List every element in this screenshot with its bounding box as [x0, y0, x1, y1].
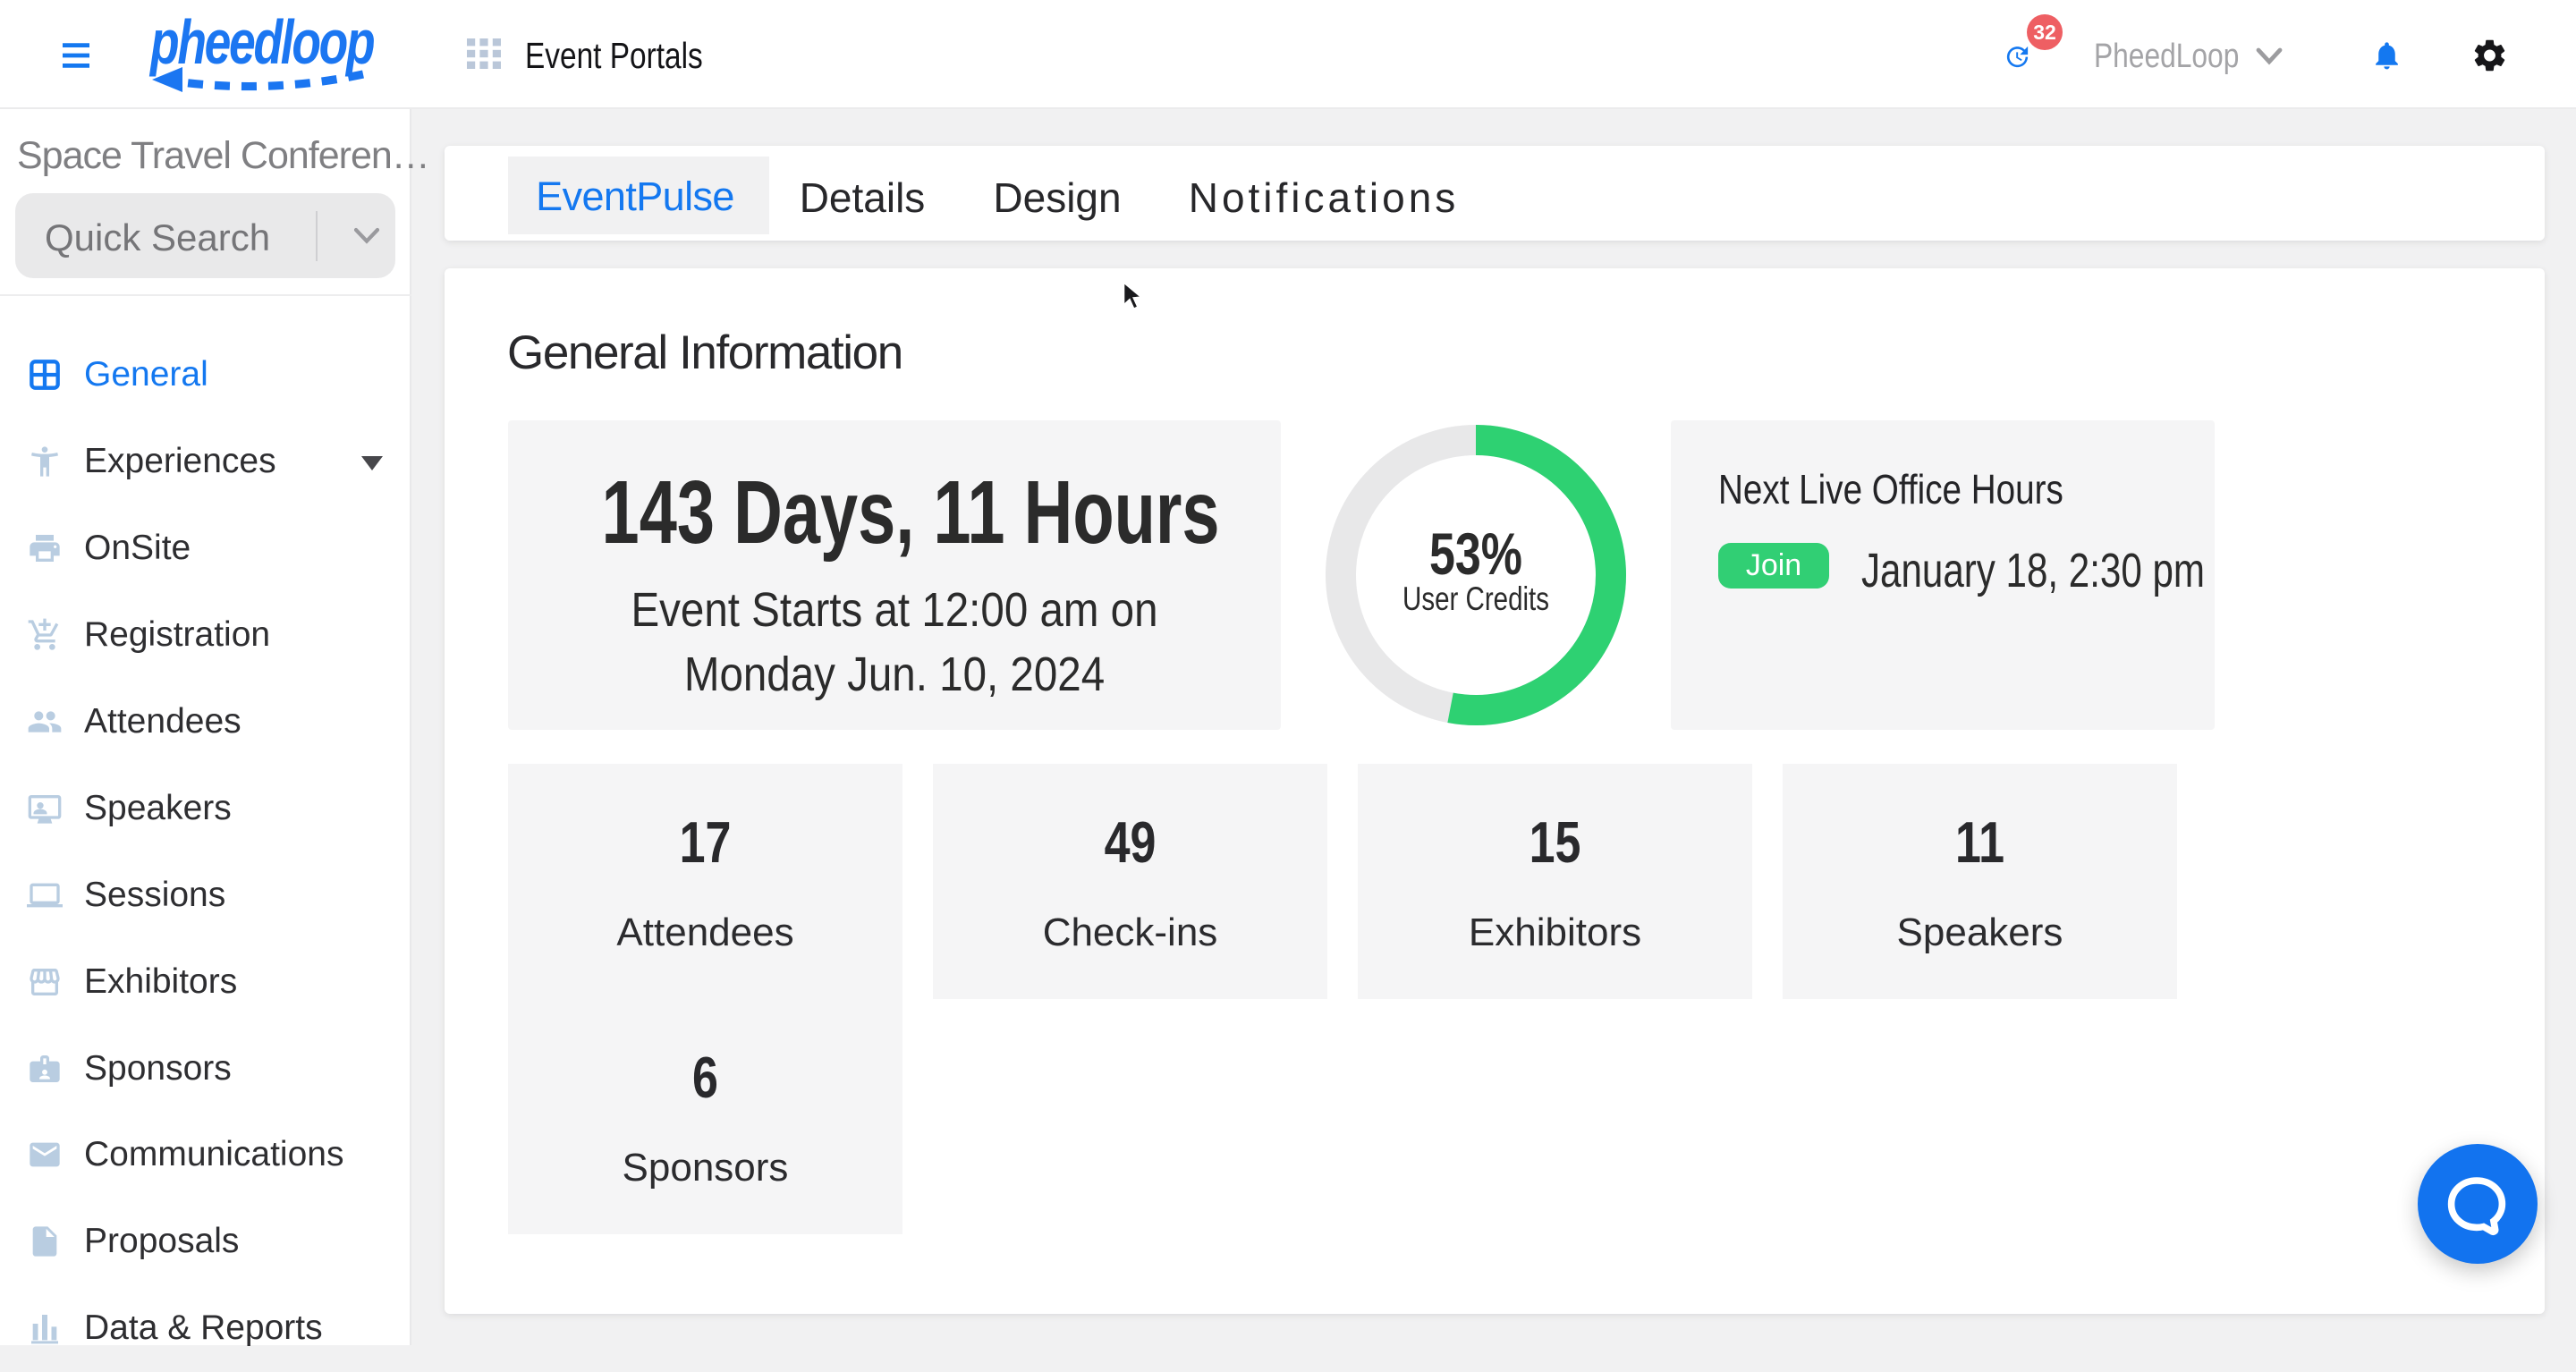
svg-text:User Credits: User Credits: [1402, 580, 1549, 617]
svg-text:pheedloop: pheedloop: [148, 8, 374, 78]
svg-text:53%: 53%: [1429, 521, 1522, 587]
